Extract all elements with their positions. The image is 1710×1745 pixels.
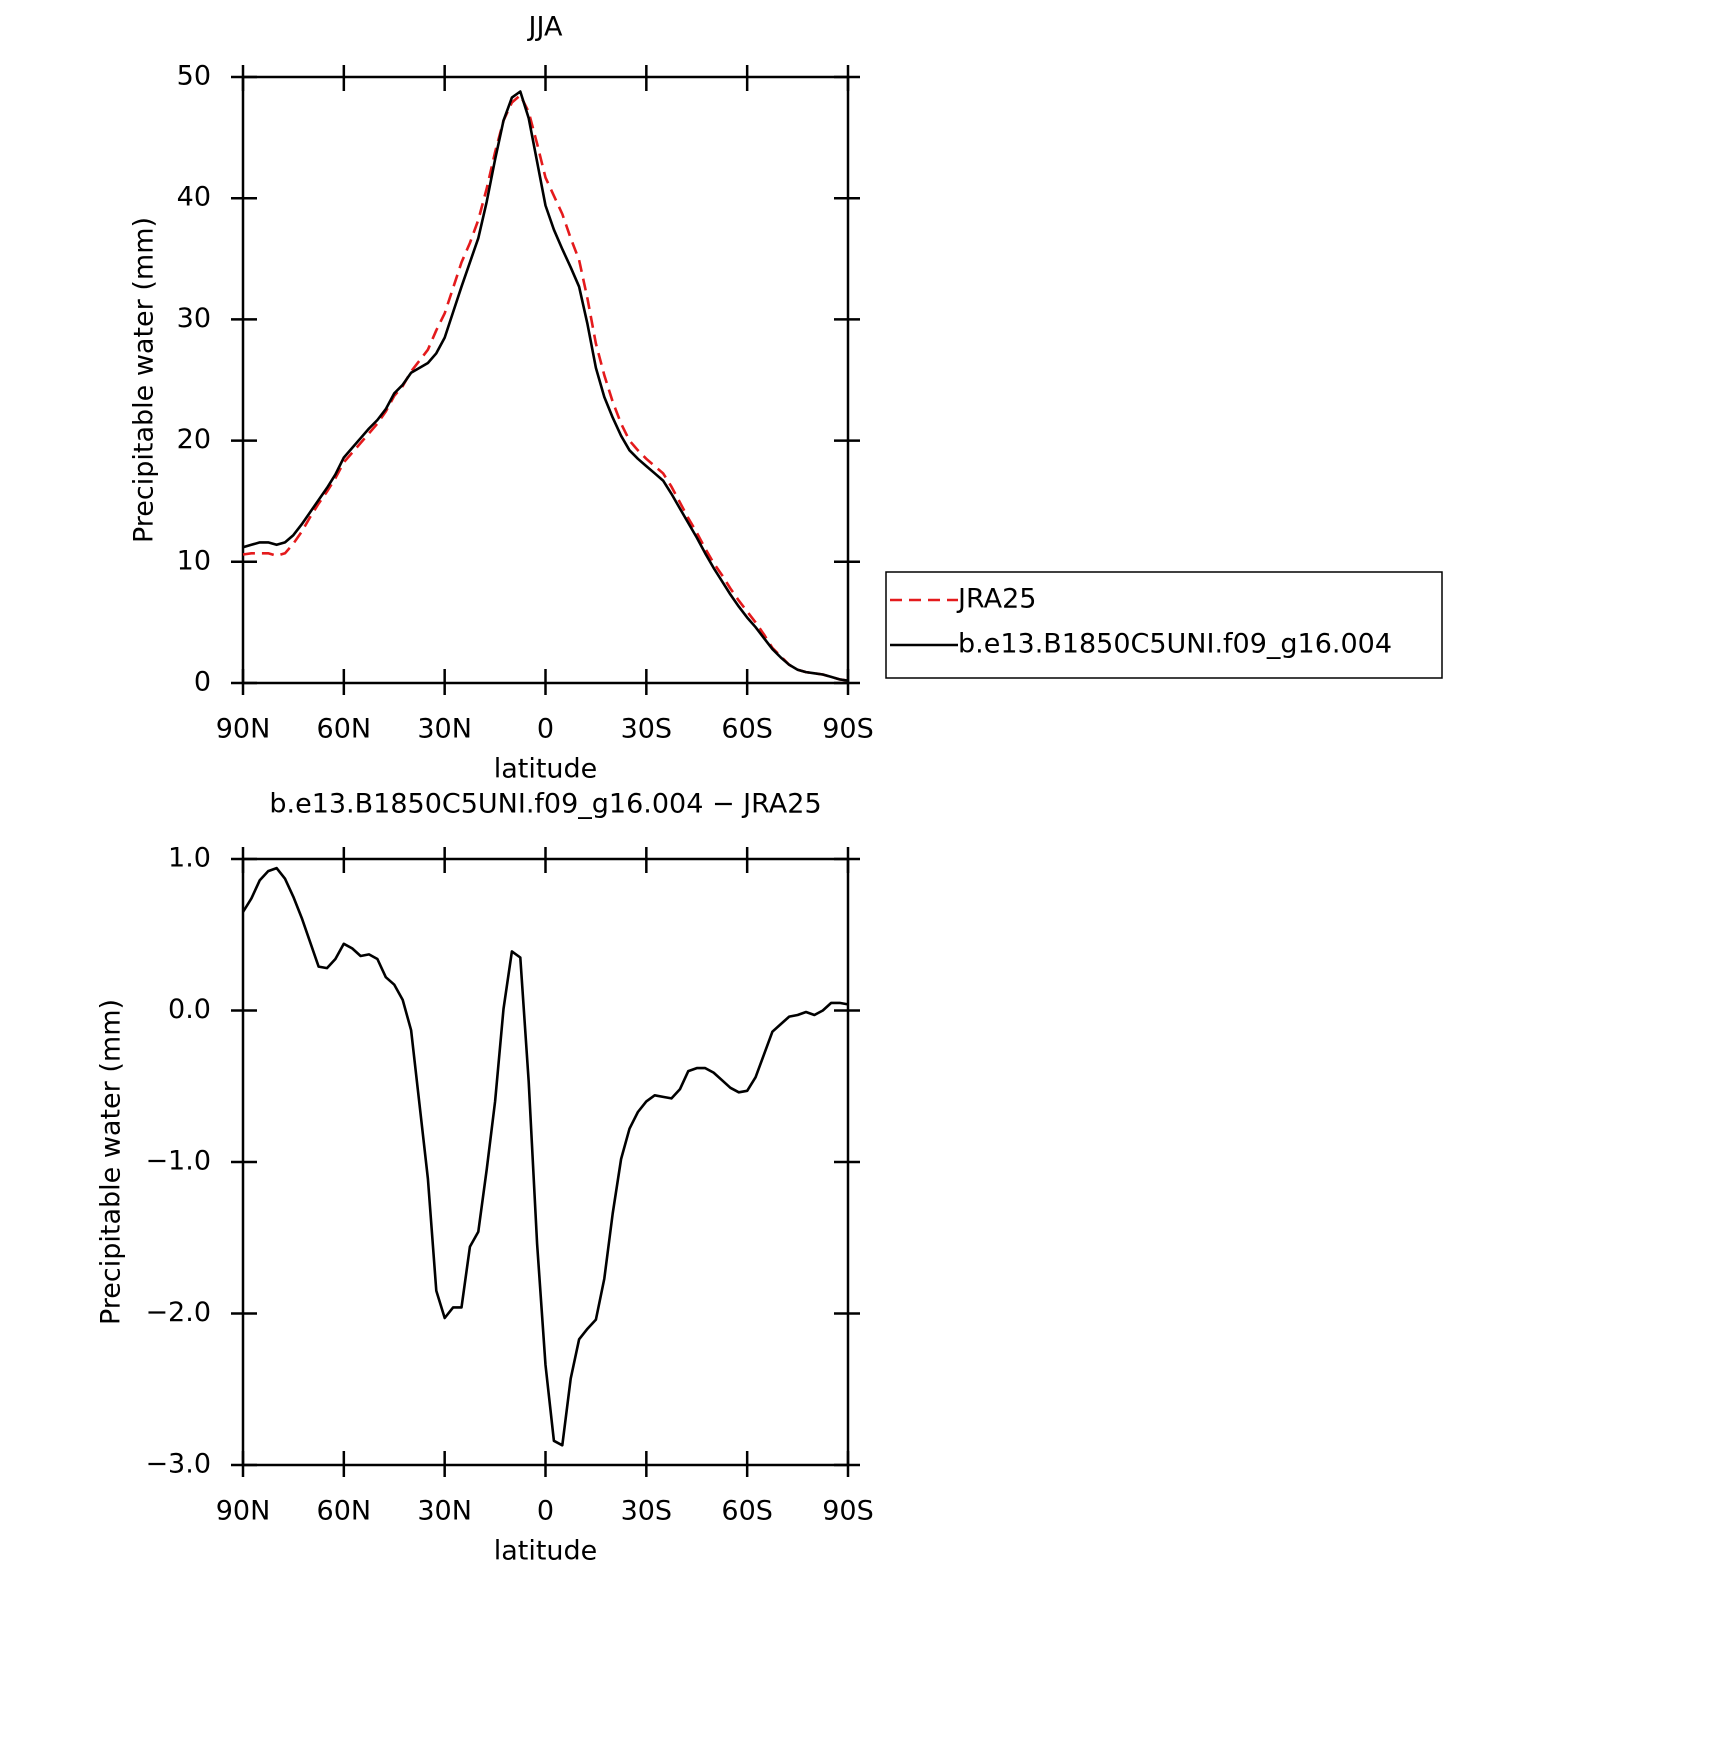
data-line (242, 90, 849, 682)
legend-label: b.e13.B1850C5UNI.f09_g16.004 (958, 629, 1392, 660)
y-tick-label: −3.0 (145, 1449, 211, 1480)
x-axis-label: latitude (494, 1536, 598, 1567)
plot-frame (241, 75, 850, 685)
y-tick-label: 30 (177, 303, 211, 334)
x-tick-label: 0 (537, 1496, 554, 1527)
chart-title: b.e13.B1850C5UNI.f09_g16.004 − JRA25 (269, 789, 821, 820)
y-tick-label: 1.0 (168, 843, 211, 874)
x-tick-label: 60S (721, 1496, 773, 1527)
x-tick-label: 90S (822, 714, 874, 745)
y-axis-label: Precipitable water (mm) (129, 217, 160, 543)
y-tick-label: −1.0 (145, 1146, 211, 1177)
legend-box (885, 571, 1443, 679)
x-tick-label: 30S (621, 714, 673, 745)
x-tick-label: 0 (537, 714, 554, 745)
data-line (241, 866, 849, 1447)
x-tick-label: 60S (721, 714, 773, 745)
x-tick-label: 60N (317, 714, 372, 745)
x-tick-label: 90S (822, 1496, 874, 1527)
x-axis-label: latitude (494, 754, 598, 785)
x-tick-label: 30N (417, 714, 472, 745)
x-tick-label: 30S (621, 1496, 673, 1527)
x-tick-label: 90N (216, 1496, 271, 1527)
y-tick-label: 40 (177, 182, 211, 213)
legend-label: JRA25 (956, 584, 1036, 615)
y-tick-label: 0 (194, 667, 211, 698)
y-tick-label: 10 (177, 545, 211, 576)
y-tick-label: 0.0 (168, 994, 211, 1025)
chart-title: JJA (527, 12, 563, 43)
y-tick-label: 50 (177, 61, 211, 92)
x-tick-label: 90N (216, 714, 271, 745)
y-axis-label: Precipitable water (mm) (96, 999, 127, 1325)
y-tick-label: −2.0 (145, 1297, 211, 1328)
x-tick-label: 30N (417, 1496, 472, 1527)
x-tick-label: 60N (317, 1496, 372, 1527)
data-line (242, 93, 849, 682)
y-tick-label: 20 (177, 424, 211, 455)
